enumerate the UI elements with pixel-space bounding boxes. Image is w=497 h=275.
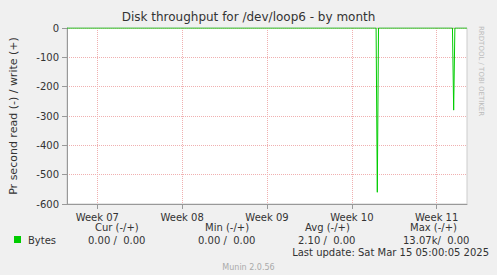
svg-text:-200: -200 bbox=[36, 81, 59, 92]
svg-text:Max (-/+): Max (-/+) bbox=[410, 222, 457, 233]
svg-text:-400: -400 bbox=[36, 140, 59, 151]
svg-text:Last update: Sat Mar 15 05:00:: Last update: Sat Mar 15 05:00:05 2025 bbox=[292, 247, 489, 258]
svg-text:-500: -500 bbox=[36, 169, 59, 180]
svg-text:Munin 2.0.56: Munin 2.0.56 bbox=[222, 263, 274, 272]
svg-text:Avg (-/+): Avg (-/+) bbox=[305, 222, 350, 233]
svg-text:Cur (-/+): Cur (-/+) bbox=[95, 222, 139, 233]
svg-text:-100: -100 bbox=[36, 52, 59, 63]
svg-text:Week 11: Week 11 bbox=[415, 212, 458, 223]
svg-text:0.00 / 0.00: 0.00 / 0.00 bbox=[88, 235, 145, 246]
svg-text:Disk throughput for /dev/loop6: Disk throughput for /dev/loop6 - by mont… bbox=[122, 10, 376, 24]
svg-text:Week 09: Week 09 bbox=[245, 212, 288, 223]
svg-text:Week 08: Week 08 bbox=[160, 212, 203, 223]
svg-text:-300: -300 bbox=[36, 111, 59, 122]
svg-text:Week 10: Week 10 bbox=[330, 212, 373, 223]
svg-text:Pr second read (-) / write (+): Pr second read (-) / write (+) bbox=[7, 37, 20, 195]
svg-text:2.10 / 0.00: 2.10 / 0.00 bbox=[298, 235, 355, 246]
svg-text:Min (-/+): Min (-/+) bbox=[205, 222, 249, 233]
svg-text:Week 07: Week 07 bbox=[76, 212, 119, 223]
svg-text:13.07k/ 0.00: 13.07k/ 0.00 bbox=[403, 235, 469, 246]
svg-text:0: 0 bbox=[53, 23, 59, 34]
svg-text:Bytes: Bytes bbox=[28, 235, 56, 246]
svg-text:0.00 / 0.00: 0.00 / 0.00 bbox=[198, 235, 255, 246]
svg-text:RRDTOOL / TOBI OETIKER: RRDTOOL / TOBI OETIKER bbox=[477, 26, 485, 116]
svg-text:-600: -600 bbox=[36, 199, 59, 210]
